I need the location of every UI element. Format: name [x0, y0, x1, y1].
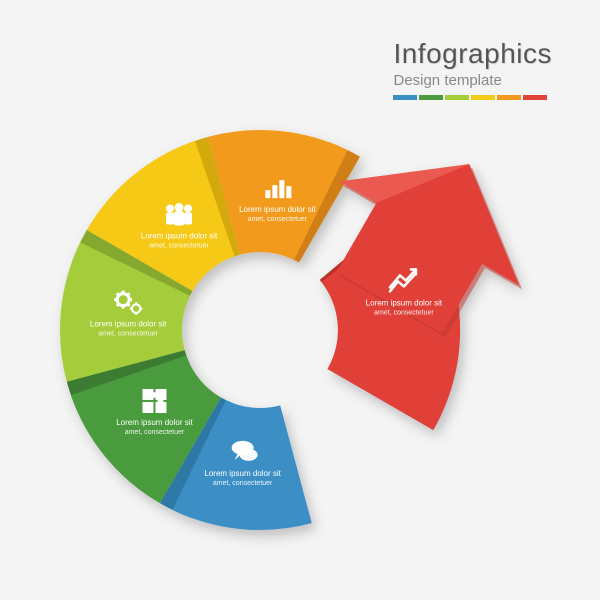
segment-label: Lorem ipsum dolor sitamet, consectetuer — [239, 205, 316, 223]
swatch — [393, 95, 417, 100]
swatch — [523, 95, 547, 100]
color-swatches — [393, 95, 552, 100]
page-subtitle: Design template — [393, 72, 552, 89]
circular-arrow-chart: Lorem ipsum dolor sitamet, consectetuer L… — [40, 110, 480, 550]
seg-arrow — [320, 164, 522, 430]
swatch — [471, 95, 495, 100]
people-icon — [166, 203, 192, 226]
swatch — [445, 95, 469, 100]
header: Infographics Design template — [393, 38, 552, 100]
segment-label: Lorem ipsum dolor sitamet, consectetuer — [141, 231, 218, 249]
segment-label: Lorem ipsum dolor sitamet, consectetuer — [116, 418, 193, 436]
swatch — [497, 95, 521, 100]
page-title: Infographics — [393, 38, 552, 70]
segment-label: Lorem ipsum dolor sitamet, consectetuer — [366, 298, 443, 316]
swatch — [419, 95, 443, 100]
segment-label: Lorem ipsum dolor sitamet, consectetuer — [204, 469, 281, 487]
segment-label: Lorem ipsum dolor sitamet, consectetuer — [90, 320, 167, 338]
